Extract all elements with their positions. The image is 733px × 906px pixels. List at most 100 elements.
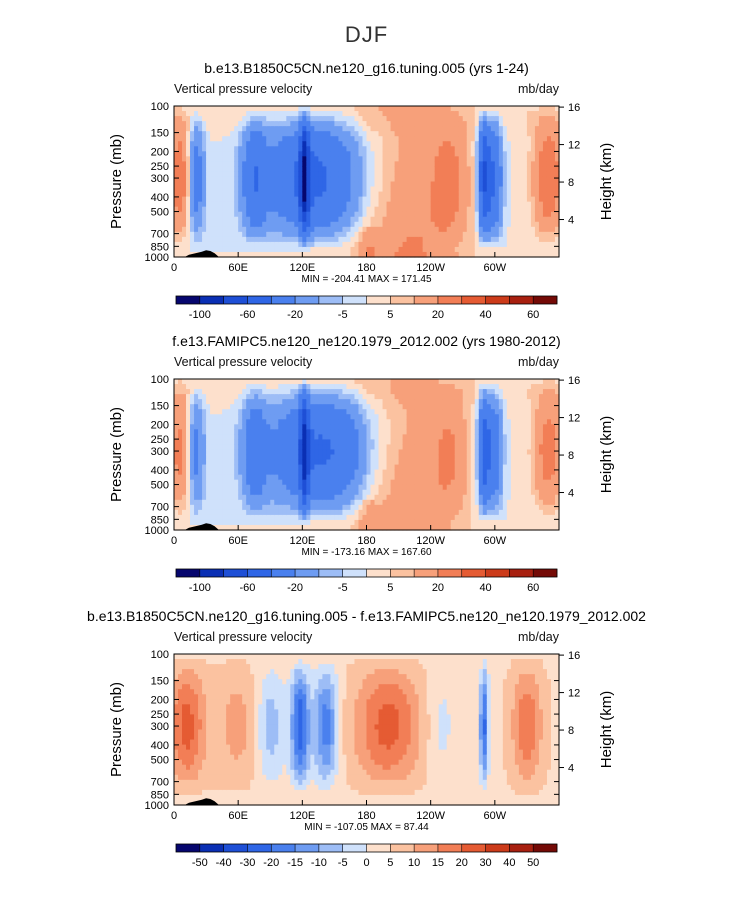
field-cell [375, 207, 380, 213]
field-cell [302, 136, 307, 142]
field-cell [435, 465, 440, 471]
field-cell [242, 212, 247, 218]
field-cell [286, 485, 291, 491]
field-cell [354, 247, 359, 253]
field-cell [194, 131, 199, 137]
field-cell [246, 460, 251, 466]
field-cell [310, 187, 315, 193]
field-cell [383, 121, 388, 127]
field-cell [379, 217, 384, 223]
field-cell [415, 192, 420, 198]
field-cell [318, 176, 323, 182]
field-cell [206, 500, 211, 506]
field-cell [551, 232, 556, 238]
field-cell [507, 166, 512, 172]
field-cell [379, 510, 384, 516]
field-cell [210, 227, 215, 233]
field-cell [202, 434, 207, 440]
field-cell [459, 202, 464, 208]
field-cell [399, 520, 404, 526]
field-cell [290, 379, 295, 385]
field-cell [379, 439, 384, 445]
field-cell [531, 106, 536, 112]
field-cell [435, 490, 440, 496]
field-cell [250, 500, 255, 506]
field-cell [463, 121, 468, 127]
field-cell [322, 141, 327, 147]
field-cell [266, 485, 271, 491]
field-cell [431, 465, 436, 471]
field-cell [254, 202, 259, 208]
field-cell [246, 106, 251, 112]
field-cell [407, 151, 412, 157]
field-cell [495, 146, 500, 152]
field-cell [242, 414, 247, 420]
field-cell [178, 500, 183, 506]
field-cell [419, 156, 424, 162]
field-cell [439, 434, 444, 440]
field-cell [286, 505, 291, 511]
field-cell [367, 480, 372, 486]
field-cell [246, 495, 251, 501]
field-cell [282, 207, 287, 213]
field-cell [395, 166, 400, 172]
field-cell [479, 171, 484, 177]
field-cell [371, 404, 376, 410]
field-cell [415, 389, 420, 395]
field-cell [282, 515, 287, 521]
field-cell [230, 414, 235, 420]
field-cell [174, 156, 179, 162]
field-cell [342, 414, 347, 420]
y-tick-label: 400 [151, 192, 169, 204]
field-cell [302, 439, 307, 445]
field-cell [411, 166, 416, 172]
field-cell [178, 429, 183, 435]
field-cell [190, 419, 195, 425]
field-cell [286, 126, 291, 132]
field-cell [298, 202, 303, 208]
field-cell [318, 247, 323, 253]
field-cell [346, 111, 351, 117]
field-cell [226, 520, 231, 526]
field-cell [495, 227, 500, 233]
field-cell [290, 121, 295, 127]
field-cell [407, 419, 412, 425]
field-cell [551, 116, 556, 122]
field-cell [439, 217, 444, 223]
field-cell [346, 131, 351, 137]
field-cell [354, 242, 359, 248]
field-cell [423, 389, 428, 395]
field-cell [411, 247, 416, 253]
field-cell [362, 222, 367, 228]
field-cell [190, 136, 195, 142]
field-cell [182, 106, 187, 112]
field-cell [254, 424, 259, 430]
field-cell [310, 399, 315, 405]
field-cell [362, 247, 367, 253]
field-cell [258, 439, 263, 445]
field-cell [282, 455, 287, 461]
field-cell [282, 429, 287, 435]
field-cell [274, 460, 279, 466]
field-cell [399, 394, 404, 400]
field-cell [391, 171, 396, 177]
field-cell [202, 131, 207, 137]
field-cell [387, 495, 392, 501]
field-cell [334, 434, 339, 440]
field-cell [375, 414, 380, 420]
field-cell [350, 161, 355, 167]
field-cell [475, 192, 480, 198]
field-cell [539, 242, 544, 248]
field-cell [310, 217, 315, 223]
field-cell [391, 197, 396, 203]
field-cell [230, 131, 235, 137]
field-cell [338, 485, 343, 491]
field-cell [527, 202, 532, 208]
field-cell [190, 389, 195, 395]
field-cell [531, 207, 536, 213]
field-cell [523, 161, 528, 167]
field-cell [387, 434, 392, 440]
field-cell [362, 207, 367, 213]
field-cell [186, 485, 191, 491]
field-cell [459, 151, 464, 157]
